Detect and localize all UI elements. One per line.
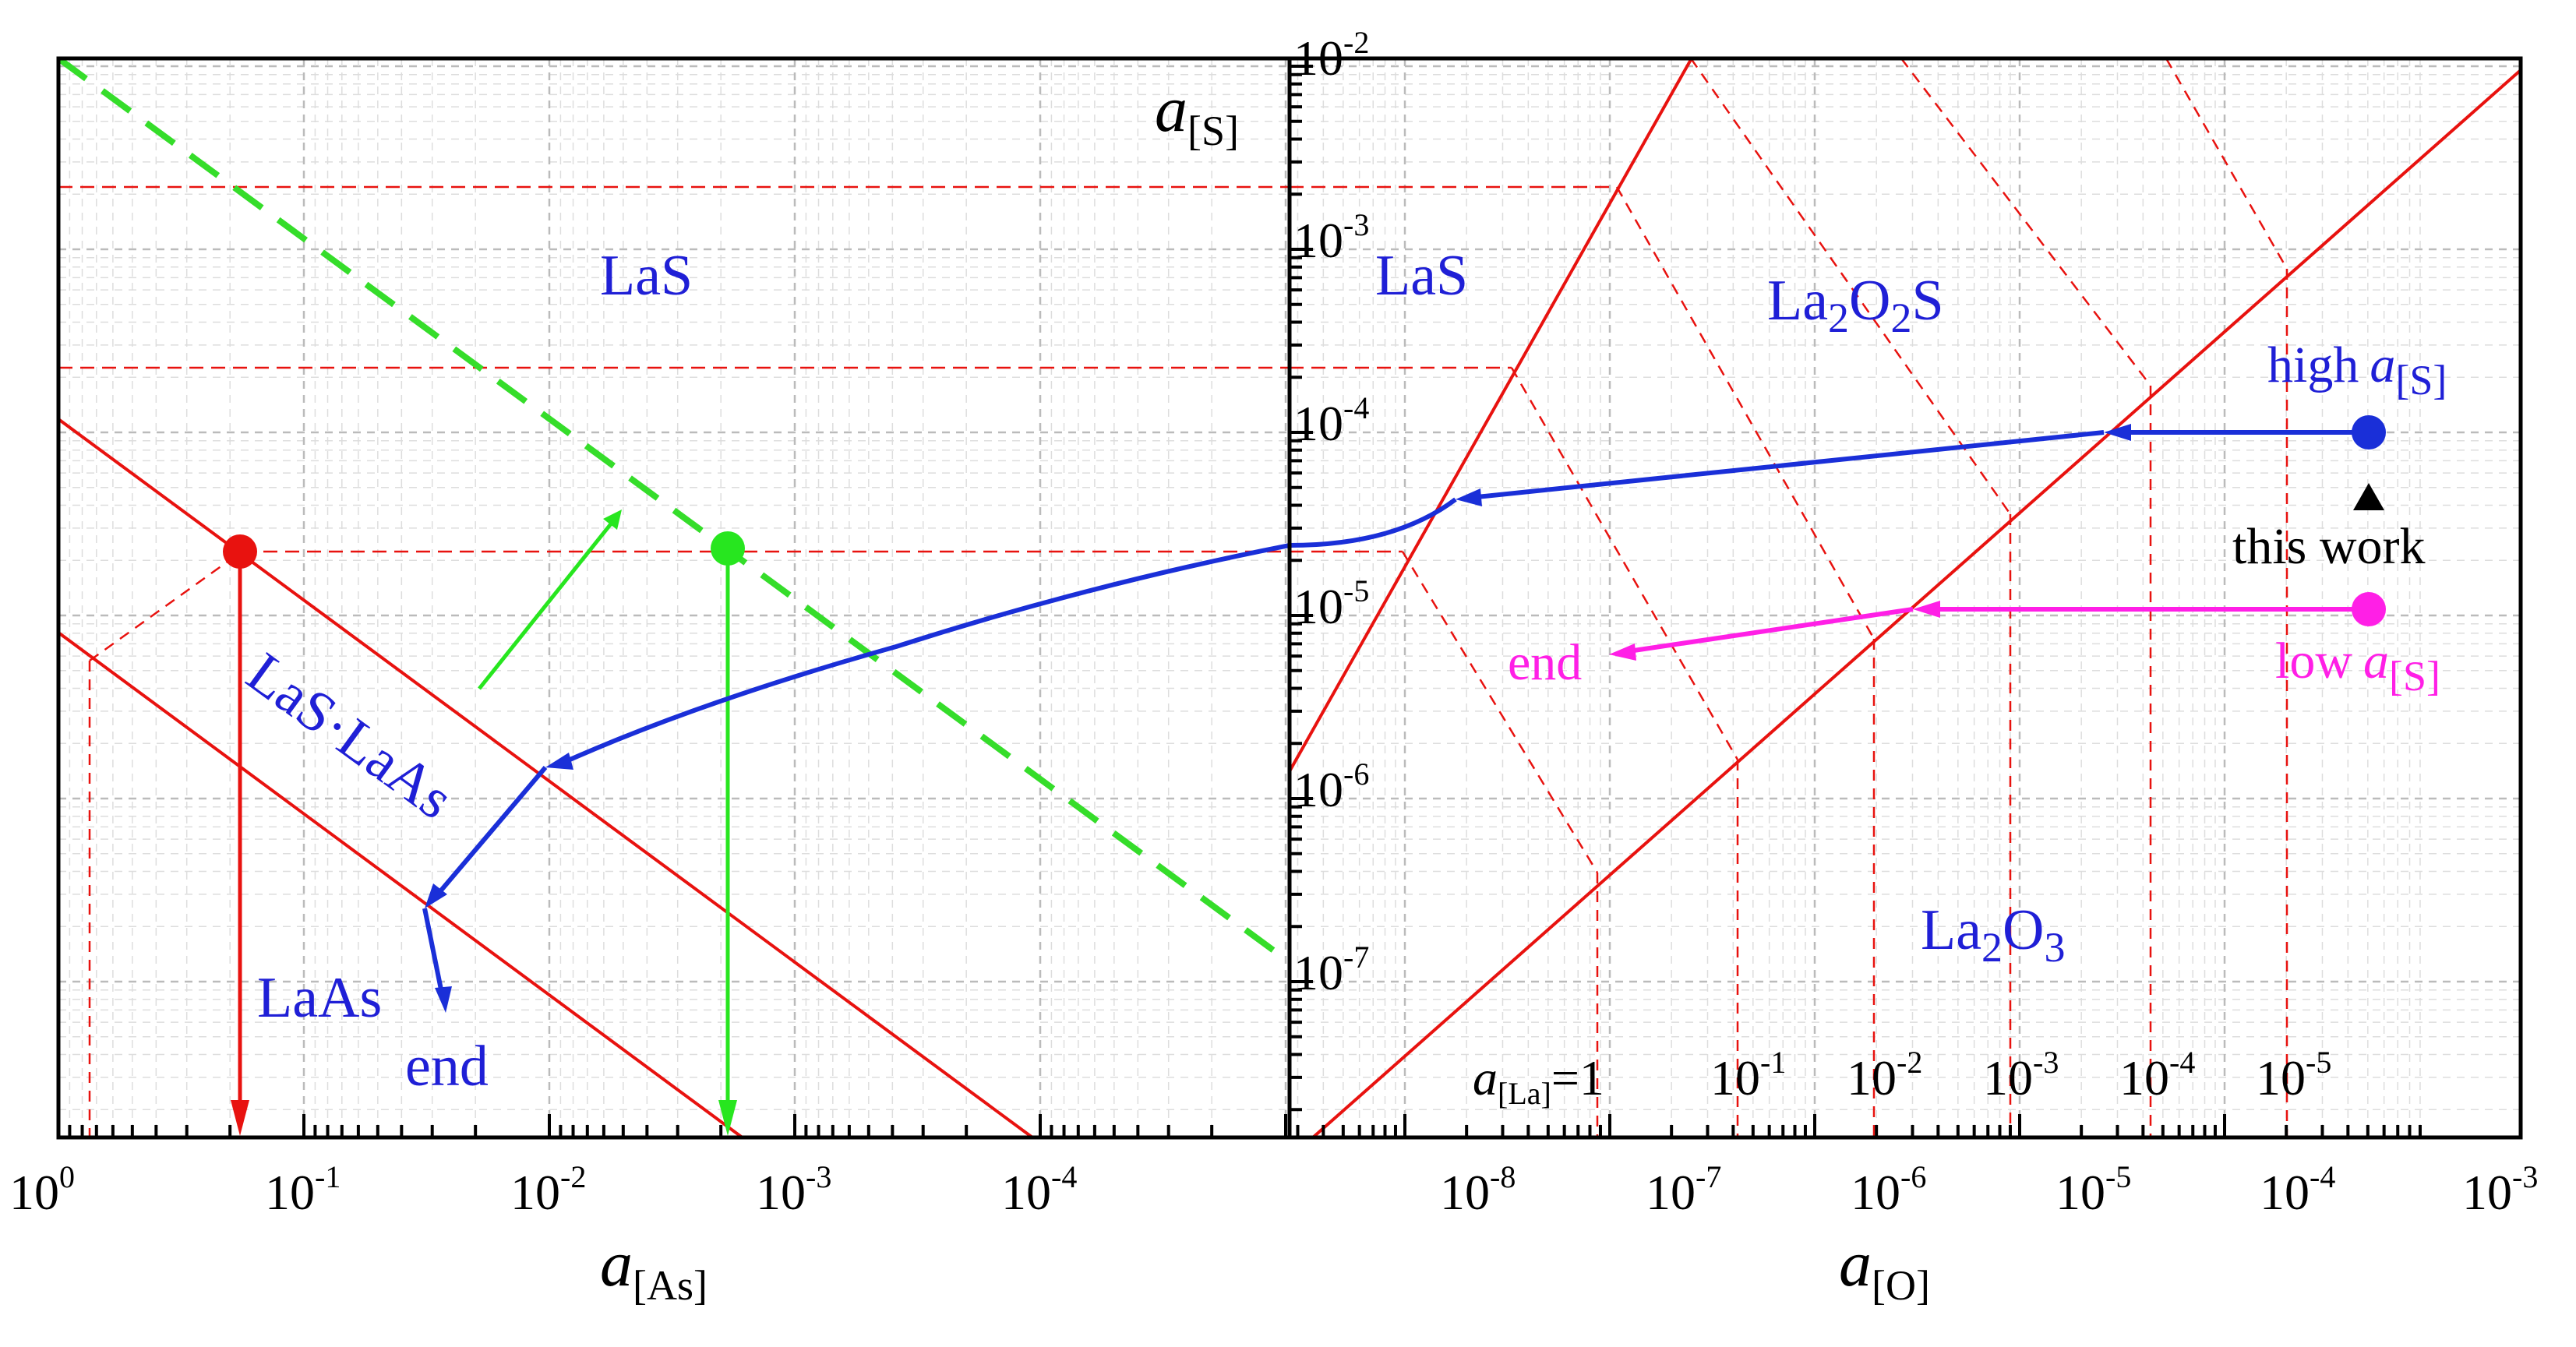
la-activity-label: a[La]=1	[1473, 1050, 1604, 1111]
green-point	[711, 531, 745, 566]
la-activity-labels: a[La]=1 10-1 10-2 10-3 10-4 10-5	[1473, 1045, 2331, 1111]
iso-la-5	[1900, 58, 2151, 386]
xtick-label: 10-3	[2462, 1159, 2538, 1220]
high-path-head-4	[425, 883, 447, 908]
high-path-head-2	[1456, 488, 1482, 506]
ytick-label: 10-3	[1293, 207, 1369, 268]
region-label-la2o2s: La2O2S	[1767, 269, 1944, 341]
red-arrowhead	[231, 1100, 249, 1136]
region-label-la2o3: La2O3	[1921, 898, 2066, 971]
high-path-head-5	[435, 986, 452, 1013]
la-activity-value: 10-5	[2256, 1045, 2331, 1105]
la-activity-value: 10-4	[2119, 1045, 2195, 1105]
low-as-path	[1609, 592, 2386, 661]
high-path-head-1	[2104, 424, 2131, 441]
right-boundaries	[1290, 58, 2521, 1137]
las-la2o2s-boundary	[1290, 58, 1694, 772]
high-path-seg-5	[422, 908, 445, 998]
right-end-label: end	[1508, 634, 1582, 691]
iso-la-3	[1615, 186, 1876, 640]
red-point	[223, 534, 257, 569]
high-path-head-3	[545, 753, 573, 770]
la-activity-value: 10-3	[1983, 1045, 2059, 1105]
y-axis-label: a[S]	[1155, 73, 1239, 154]
ytick-label: 10-5	[1293, 573, 1369, 634]
left-end-label: end	[405, 1035, 489, 1098]
region-label-las-right: LaS	[1375, 244, 1468, 308]
axis-ticks	[57, 65, 2422, 1137]
this-work-label: this work	[2232, 518, 2426, 575]
high-as-label: high a[S]	[2267, 337, 2447, 404]
iso-la-2	[1510, 367, 1739, 760]
green-direction-arrow	[478, 520, 614, 690]
la-activity-value: 10-2	[1847, 1045, 1922, 1105]
las-laas-lower-boundary	[58, 631, 745, 1137]
iso-la-6	[2165, 58, 2288, 270]
iso-la-1	[1401, 551, 1599, 873]
ytick-label: 10-2	[1293, 25, 1369, 86]
left-boundaries	[58, 58, 1290, 1137]
this-work-marker	[2353, 483, 2384, 510]
high-path-seg-2	[1476, 430, 2105, 499]
xtick-label: 10-1	[265, 1159, 341, 1220]
la2o2s-la2o3-boundary	[1311, 69, 2521, 1137]
plot-frame	[56, 56, 2523, 1140]
ytick-label: 10-6	[1293, 756, 1369, 817]
left-projection-arrows	[223, 510, 745, 1136]
region-label-las-laas: LaS·LaAs	[235, 640, 464, 831]
green-dashed-line	[58, 58, 1290, 965]
green-direction-head	[603, 510, 622, 530]
ytick-label: 10-7	[1293, 940, 1369, 1000]
xtick-label: 10-8	[1440, 1159, 1516, 1220]
xtick-label: 10-5	[2056, 1159, 2131, 1220]
high-path-seg-4	[434, 766, 548, 897]
high-as-path	[422, 415, 2386, 1013]
xtick-label: 10-2	[510, 1159, 586, 1220]
xtick-label: 10-4	[2260, 1159, 2335, 1220]
xtick-label: 100	[9, 1159, 75, 1220]
low-path-head-2	[1609, 644, 1636, 661]
low-as-label: low a[S]	[2275, 633, 2440, 700]
las-laas-upper-boundary	[58, 418, 1034, 1137]
region-label-laas: LaAs	[257, 966, 382, 1030]
la-activity-value: 10-1	[1710, 1045, 1786, 1105]
low-path-seg-2	[1628, 607, 1914, 654]
low-path-head-1	[1913, 601, 1940, 618]
right-x-axis-label: a[O]	[1839, 1228, 1930, 1309]
green-arrowhead	[718, 1100, 737, 1136]
ytick-label: 10-4	[1293, 390, 1369, 451]
region-label-las-left: LaS	[600, 244, 693, 308]
right-x-tick-labels: 10-8 10-7 10-6 10-5 10-4 10-3	[1440, 1159, 2538, 1220]
xtick-label: 10-3	[756, 1159, 831, 1220]
left-x-axis-label: a[As]	[600, 1228, 708, 1309]
high-path-seg-3	[559, 497, 1457, 766]
y-tick-labels: 10-2 10-3 10-4 10-5 10-6 10-7	[1293, 25, 1369, 1000]
dashed-construct-a	[89, 550, 242, 662]
xtick-label: 10-4	[1001, 1159, 1077, 1220]
grid-lines	[57, 58, 2521, 1137]
xtick-label: 10-7	[1646, 1159, 1721, 1220]
left-x-tick-labels: 100 10-1 10-2 10-3 10-4	[9, 1159, 1077, 1220]
xtick-label: 10-6	[1851, 1159, 1926, 1220]
